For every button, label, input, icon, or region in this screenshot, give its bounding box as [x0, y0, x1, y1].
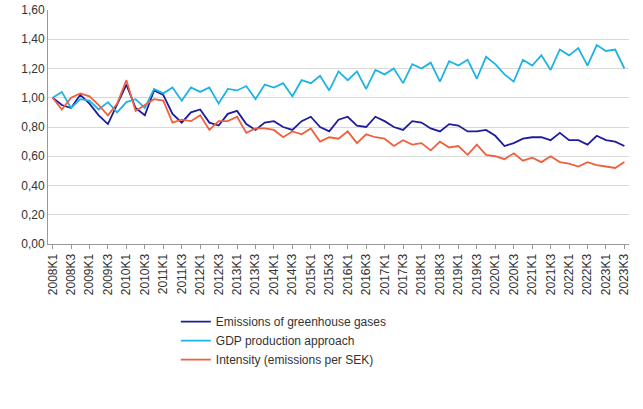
svg-text:2014K1: 2014K1 — [267, 253, 281, 295]
svg-text:2020K1: 2020K1 — [488, 253, 502, 295]
svg-text:2009K1: 2009K1 — [82, 253, 96, 295]
svg-text:2013K1: 2013K1 — [230, 253, 244, 295]
svg-text:2012K1: 2012K1 — [193, 253, 207, 295]
svg-text:2015K3: 2015K3 — [322, 253, 336, 295]
svg-text:2017K1: 2017K1 — [378, 253, 392, 295]
svg-text:2021K3: 2021K3 — [544, 253, 558, 295]
svg-text:Emissions of greenhouse gases: Emissions of greenhouse gases — [216, 315, 386, 329]
svg-text:2021K1: 2021K1 — [525, 253, 539, 295]
svg-text:1,00: 1,00 — [21, 91, 45, 105]
svg-text:2013K3: 2013K3 — [248, 253, 262, 295]
svg-text:0,60: 0,60 — [21, 149, 45, 163]
svg-text:2019K1: 2019K1 — [451, 253, 465, 295]
svg-text:2008K1: 2008K1 — [46, 253, 60, 295]
svg-text:2008K3: 2008K3 — [64, 253, 78, 295]
svg-text:1,60: 1,60 — [21, 3, 45, 17]
svg-text:2015K1: 2015K1 — [304, 253, 318, 295]
svg-text:2011K1: 2011K1 — [156, 253, 170, 294]
svg-text:0,00: 0,00 — [21, 237, 45, 251]
svg-text:2023K1: 2023K1 — [599, 253, 613, 295]
svg-text:2018K1: 2018K1 — [414, 253, 428, 295]
svg-text:0,80: 0,80 — [21, 120, 45, 134]
svg-text:2018K3: 2018K3 — [433, 253, 447, 295]
svg-text:2010K3: 2010K3 — [138, 253, 152, 295]
svg-text:2022K3: 2022K3 — [580, 253, 594, 295]
svg-text:2010K1: 2010K1 — [119, 253, 133, 295]
svg-text:2011K3: 2011K3 — [175, 253, 189, 294]
svg-text:2016K3: 2016K3 — [359, 253, 373, 295]
svg-text:Intensity (emissions per SEK): Intensity (emissions per SEK) — [216, 353, 373, 367]
svg-text:2012K3: 2012K3 — [212, 253, 226, 295]
svg-text:2022K1: 2022K1 — [562, 253, 576, 295]
svg-text:2023K3: 2023K3 — [617, 253, 631, 295]
svg-text:2016K1: 2016K1 — [341, 253, 355, 295]
svg-text:1,40: 1,40 — [21, 32, 45, 46]
svg-text:1,20: 1,20 — [21, 62, 45, 76]
svg-text:0,40: 0,40 — [21, 179, 45, 193]
svg-text:0,20: 0,20 — [21, 208, 45, 222]
svg-text:GDP production approach: GDP production approach — [216, 334, 355, 348]
svg-text:2020K3: 2020K3 — [507, 253, 521, 295]
svg-text:2019K3: 2019K3 — [470, 253, 484, 295]
svg-text:2014K3: 2014K3 — [285, 253, 299, 295]
svg-text:2009K3: 2009K3 — [101, 253, 115, 295]
svg-text:2017K3: 2017K3 — [396, 253, 410, 295]
